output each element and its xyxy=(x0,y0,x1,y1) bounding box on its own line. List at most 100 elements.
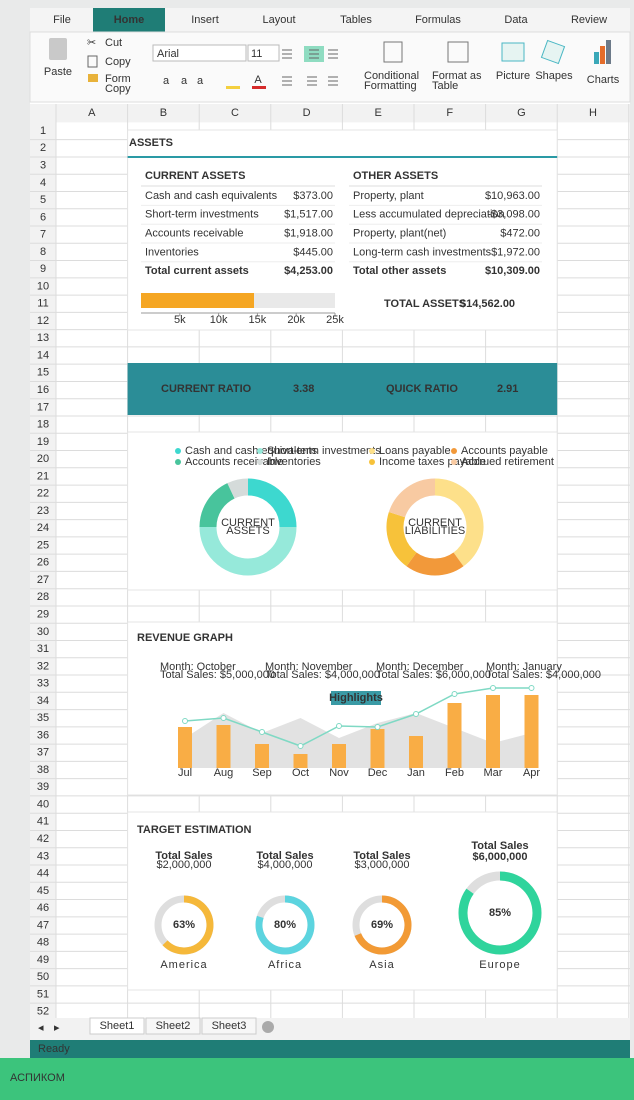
font-box[interactable] xyxy=(152,44,247,62)
font-style-button[interactable]: a xyxy=(197,75,204,87)
paste-icon[interactable] xyxy=(49,38,67,60)
row-header[interactable]: 30 xyxy=(37,626,49,638)
font-color-button[interactable]: A xyxy=(254,74,262,86)
ribbon-tab[interactable]: File xyxy=(53,14,71,26)
row-header[interactable]: 19 xyxy=(37,436,49,448)
column-header[interactable]: F xyxy=(446,107,453,119)
sheet-tab[interactable] xyxy=(89,1017,145,1035)
picture-button[interactable]: Picture xyxy=(496,70,530,82)
row-header[interactable]: 6 xyxy=(40,211,46,223)
row-header[interactable]: 42 xyxy=(37,833,49,845)
row-header[interactable]: 50 xyxy=(37,971,49,983)
row-header[interactable]: 49 xyxy=(37,954,49,966)
row-header[interactable]: 13 xyxy=(37,332,49,344)
row-header[interactable]: 39 xyxy=(37,781,49,793)
ribbon-tab[interactable]: Review xyxy=(571,14,607,26)
cut-button[interactable]: Cut xyxy=(105,37,122,49)
row-header[interactable]: 10 xyxy=(37,280,49,292)
format-copy-button[interactable]: Copy xyxy=(105,83,131,95)
row-header[interactable]: 4 xyxy=(40,177,46,189)
sheet-tab[interactable] xyxy=(201,1017,257,1035)
row-header[interactable]: 12 xyxy=(37,315,49,327)
row-header[interactable]: 46 xyxy=(37,902,49,914)
row-header[interactable]: 35 xyxy=(37,712,49,724)
column-header[interactable]: G xyxy=(517,107,526,119)
font-style-button[interactable]: a xyxy=(163,75,170,87)
row-header[interactable]: 15 xyxy=(37,367,49,379)
row-header[interactable]: 27 xyxy=(37,574,49,586)
row-header[interactable]: 17 xyxy=(37,401,49,413)
format-copy-button[interactable]: Form xyxy=(105,73,131,85)
font-style-button[interactable]: a xyxy=(181,75,188,87)
add-sheet[interactable] xyxy=(262,1021,274,1033)
row-header[interactable]: 20 xyxy=(37,453,49,465)
row-header[interactable]: 2 xyxy=(40,142,46,154)
ribbon-tab[interactable]: Insert xyxy=(191,14,219,26)
ribbon-tab[interactable]: Formulas xyxy=(415,14,461,26)
conditional-formatting-button[interactable]: Formatting xyxy=(364,80,417,92)
ribbon-tab[interactable]: Home xyxy=(114,14,145,26)
row-header[interactable]: 34 xyxy=(37,695,49,707)
charts-icon xyxy=(594,52,599,64)
row-header[interactable]: 16 xyxy=(37,384,49,396)
row-header[interactable]: 36 xyxy=(37,729,49,741)
row-header[interactable]: 52 xyxy=(37,1006,49,1018)
row-header[interactable]: 7 xyxy=(40,229,46,241)
scroll-right[interactable]: ▸ xyxy=(54,1022,60,1034)
scroll-left[interactable]: ◂ xyxy=(38,1022,44,1034)
row-header[interactable]: 37 xyxy=(37,747,49,759)
row-header[interactable]: 40 xyxy=(37,798,49,810)
row-header[interactable]: 24 xyxy=(37,522,49,534)
row-header[interactable]: 21 xyxy=(37,470,49,482)
copy-button[interactable]: Copy xyxy=(105,56,131,68)
row-header[interactable]: 5 xyxy=(40,194,46,206)
row-header[interactable]: 45 xyxy=(37,885,49,897)
row-header[interactable]: 25 xyxy=(37,539,49,551)
row-header[interactable]: 31 xyxy=(37,643,49,655)
row-header[interactable]: 1 xyxy=(40,125,46,137)
row-header[interactable]: 43 xyxy=(37,850,49,862)
row-header[interactable]: 3 xyxy=(40,159,46,171)
column-header[interactable]: A xyxy=(88,107,96,119)
row-header[interactable]: 18 xyxy=(37,419,49,431)
row-header[interactable]: 29 xyxy=(37,609,49,621)
row-header[interactable]: 41 xyxy=(37,816,49,828)
row-header[interactable]: 22 xyxy=(37,488,49,500)
column-header[interactable]: D xyxy=(303,107,311,119)
row-header[interactable]: 11 xyxy=(37,298,48,310)
cut-icon: ✂ xyxy=(87,37,96,49)
column-header[interactable]: E xyxy=(375,107,382,119)
row-header[interactable]: 44 xyxy=(37,868,49,880)
column-header[interactable]: H xyxy=(589,107,597,119)
row-header[interactable]: 8 xyxy=(40,246,46,258)
format-table-button[interactable]: Format as xyxy=(432,70,482,82)
ribbon-tab[interactable]: Tables xyxy=(340,14,372,26)
size-box[interactable] xyxy=(247,44,280,62)
row-header[interactable]: 51 xyxy=(37,988,49,1000)
row-header[interactable]: 9 xyxy=(40,263,46,275)
shapes-button[interactable]: Shapes xyxy=(535,70,573,82)
sheet-tab[interactable] xyxy=(145,1017,201,1035)
row-header[interactable]: 14 xyxy=(37,349,49,361)
ribbon-tab[interactable]: Layout xyxy=(262,14,295,26)
row-header[interactable]: 33 xyxy=(37,678,49,690)
column-header[interactable]: B xyxy=(160,107,167,119)
row-header[interactable]: 28 xyxy=(37,591,49,603)
row-header[interactable]: 26 xyxy=(37,557,49,569)
format-table-button[interactable]: Table xyxy=(432,80,458,92)
charts-button[interactable]: Charts xyxy=(587,74,620,86)
row-header[interactable]: 23 xyxy=(37,505,49,517)
row-header[interactable]: 47 xyxy=(37,919,49,931)
sheet-tab-label[interactable]: Sheet2 xyxy=(156,1020,191,1032)
sheet-tab-label[interactable]: Sheet1 xyxy=(100,1020,135,1032)
ribbon-tab[interactable]: Data xyxy=(504,14,528,26)
row-header[interactable]: 38 xyxy=(37,764,49,776)
column-header[interactable]: C xyxy=(231,107,239,119)
row-header[interactable]: 48 xyxy=(37,937,49,949)
sheet-tab-label[interactable]: Sheet3 xyxy=(212,1020,247,1032)
row-header[interactable]: 32 xyxy=(37,660,49,672)
conditional-formatting-button[interactable]: Conditional xyxy=(364,70,419,82)
highlights-button[interactable] xyxy=(331,691,381,705)
highlights-label[interactable]: Highlights xyxy=(329,692,383,704)
paste-button[interactable]: Paste xyxy=(44,66,72,78)
